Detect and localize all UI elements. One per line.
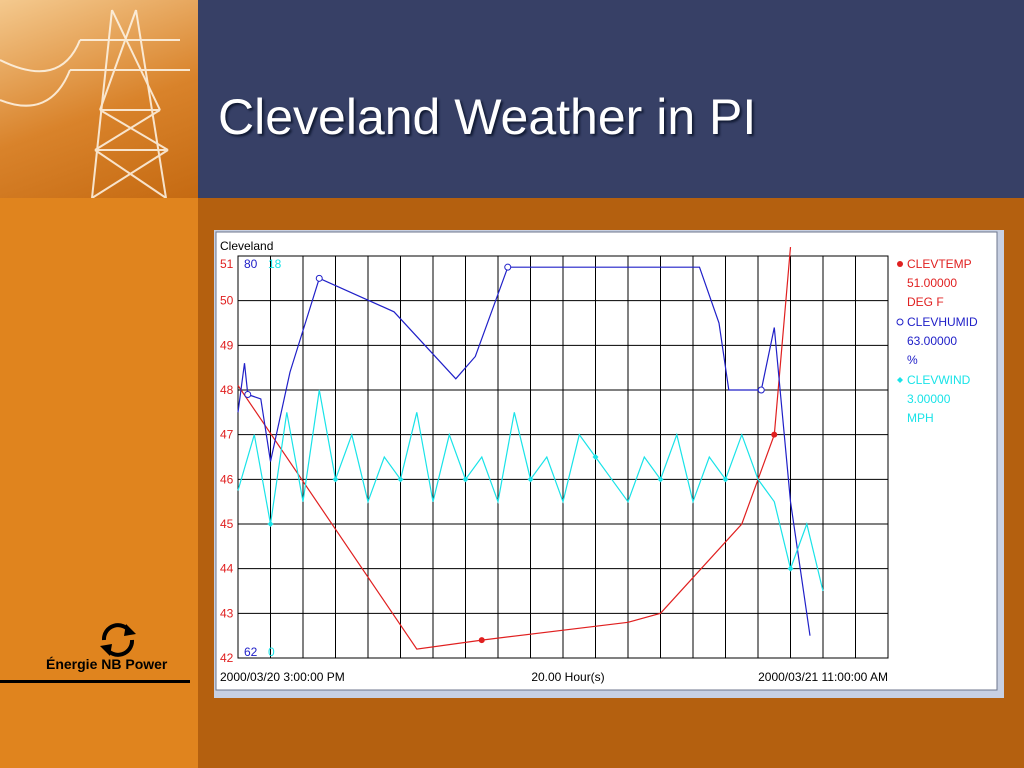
nb-power-logo-icon	[100, 623, 136, 657]
data-point	[787, 565, 794, 572]
trend-panel: Cleveland 51 50 49 48 47 46 45 44 43 42 80 62 18 0 CL…	[214, 230, 1004, 698]
y-tick-label: 43	[220, 606, 234, 620]
legend-marker	[897, 261, 903, 267]
legend-series-unit: %	[907, 353, 918, 367]
y-tick-label: 18	[268, 257, 282, 271]
legend-series-value: 51.00000	[907, 276, 957, 290]
data-point	[478, 637, 485, 644]
y-tick-label: 48	[220, 383, 234, 397]
data-point	[504, 263, 512, 271]
y-tick-label: 44	[220, 562, 234, 576]
data-point	[332, 476, 339, 483]
transmission-tower-icon	[0, 9, 190, 198]
data-point	[244, 390, 252, 398]
y-tick-label: 51	[220, 257, 234, 271]
data-point	[462, 476, 469, 483]
y-tick-label: 46	[220, 472, 234, 486]
trend-name: Cleveland	[220, 239, 273, 253]
brand-rule	[0, 680, 190, 683]
y-tick-label: 80	[244, 257, 258, 271]
trend-chart[interactable]: Cleveland 51 50 49 48 47 46 45 44 43 42 80 62 18 0 CL…	[214, 230, 1004, 698]
legend: CLEVTEMP 51.00000 DEG F CLEVHUMID 63.00000% C…	[896, 257, 978, 425]
legend-series-name: CLEVTEMP	[907, 257, 972, 271]
data-point	[315, 274, 323, 282]
legend-series-name: CLEVWIND	[907, 373, 971, 387]
x-end-label: 2000/03/21 11:00:00 AM	[758, 670, 888, 684]
brand-name: Énergie NB Power	[46, 656, 168, 672]
y-tick-label: 45	[220, 517, 234, 531]
x-start-label: 2000/03/20 3:00:00 PM	[220, 670, 345, 684]
grid	[237, 255, 889, 659]
data-point	[757, 386, 765, 394]
legend-series-name: CLEVHUMID	[907, 315, 978, 329]
y-tick-label: 62	[244, 645, 258, 659]
left-bar	[0, 198, 198, 768]
y-tick-label: 0	[268, 645, 275, 659]
y-tick-label: 47	[220, 428, 234, 442]
legend-marker	[897, 377, 903, 383]
legend-series-value: 63.00000	[907, 334, 957, 348]
slide-title: Cleveland Weather in PI	[218, 89, 757, 145]
data-point	[397, 476, 404, 483]
series-line-clevhumid	[237, 266, 811, 636]
data-point	[592, 454, 599, 460]
data-point	[771, 431, 778, 438]
axis-ticks: 51 50 49 48 47 46 45 44 43 42 80 62 18 0	[220, 257, 282, 665]
y-tick-label: 42	[220, 651, 234, 665]
legend-series-value: 3.00000	[907, 392, 951, 406]
legend-series-unit: DEG F	[907, 295, 944, 309]
legend-series-unit: MPH	[907, 411, 934, 425]
legend-marker	[896, 318, 904, 326]
x-span-label: 20.00 Hour(s)	[531, 670, 604, 684]
y-tick-label: 49	[220, 338, 234, 352]
title-header	[198, 0, 1024, 198]
data-point	[657, 476, 664, 483]
data-point	[722, 476, 729, 483]
series-layer	[237, 247, 824, 650]
transmission-tower-photo	[0, 0, 198, 198]
data-point	[267, 521, 274, 527]
y-tick-label: 50	[220, 294, 234, 308]
series-line-clevtemp	[237, 247, 792, 650]
data-point	[527, 476, 534, 483]
